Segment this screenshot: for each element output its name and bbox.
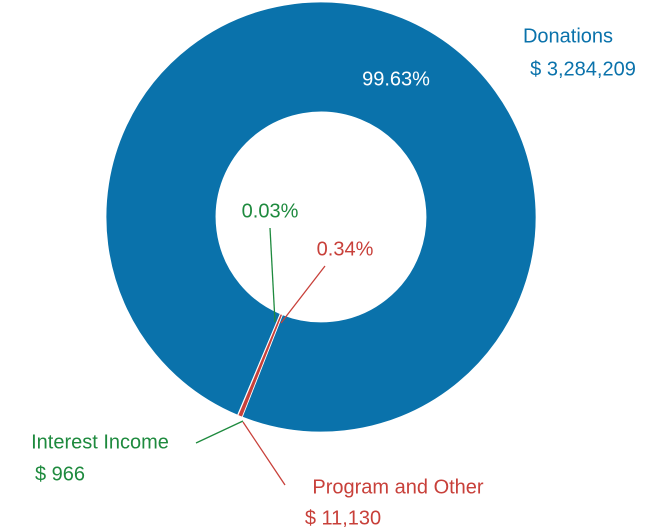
amount-label: $ 11,130: [305, 507, 381, 529]
amount-label: $ 966: [35, 463, 85, 485]
category-label: Interest Income: [31, 431, 169, 453]
leader-line: [269, 227, 276, 323]
category-label: Donations: [523, 25, 613, 47]
percent-label: 99.63%: [362, 68, 430, 90]
leader-line: [280, 265, 326, 324]
percent-label: 0.03%: [242, 200, 299, 222]
category-label: Program and Other: [312, 476, 484, 498]
percent-label: 0.34%: [317, 238, 374, 260]
leader-line: [195, 420, 244, 444]
donut-slice: [105, 1, 537, 433]
leader-line: [242, 421, 286, 486]
donut-slice: [237, 313, 284, 418]
amount-label: $ 3,284,209: [530, 58, 636, 80]
